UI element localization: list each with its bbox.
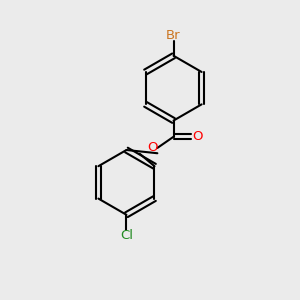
Text: O: O	[193, 130, 203, 143]
Text: Br: Br	[166, 29, 181, 42]
Text: O: O	[147, 141, 157, 154]
Text: Cl: Cl	[120, 229, 133, 242]
